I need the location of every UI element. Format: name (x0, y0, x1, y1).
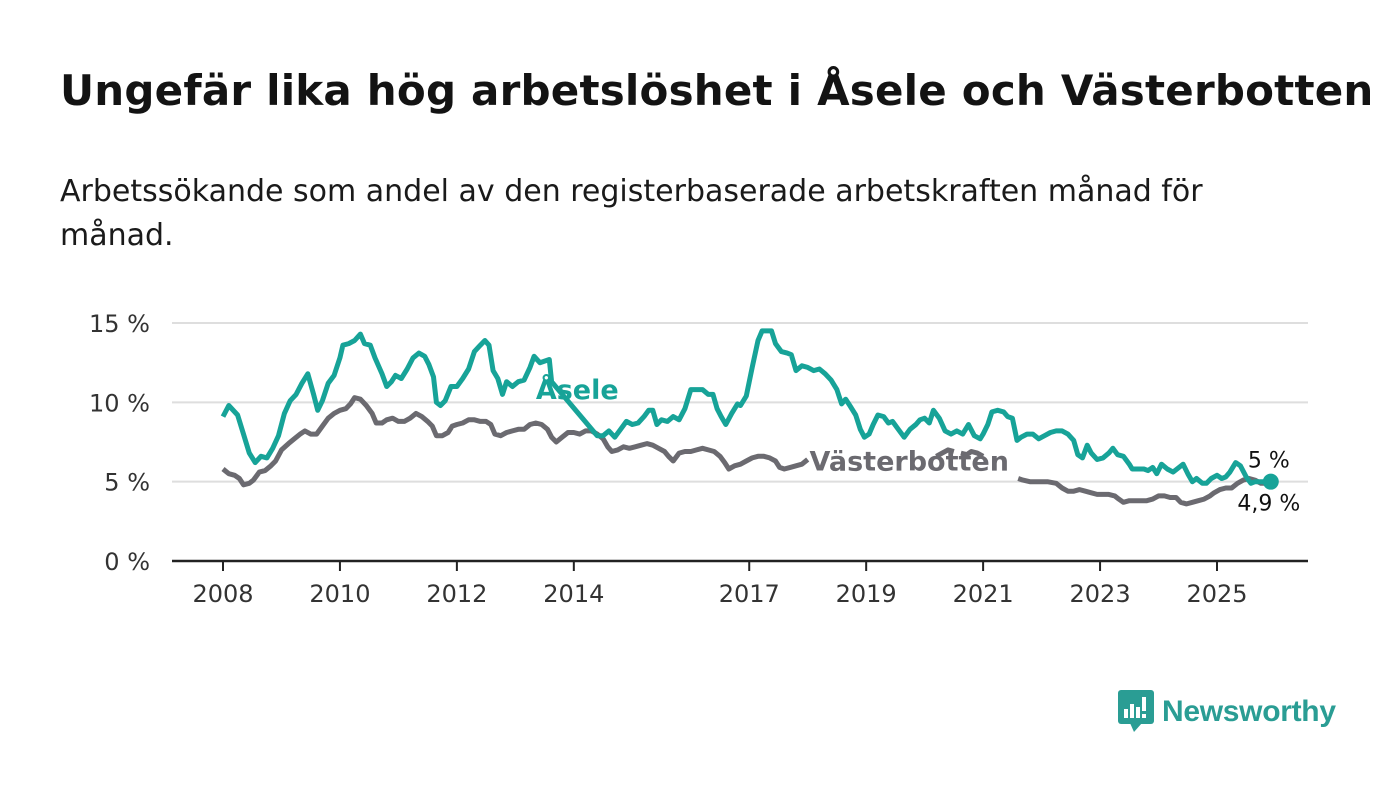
series-label-asele: Åsele (536, 374, 619, 406)
x-tick-label-2019: 2019 (836, 580, 897, 608)
series-line-vasterbotten-0 (221, 395, 810, 488)
y-tick-label-10: 10 % (89, 389, 150, 417)
newsworthy-logo-text: Newsworthy (1162, 695, 1336, 728)
x-tick-label-2023: 2023 (1070, 580, 1131, 608)
series-line-asele-0 (220, 328, 1271, 486)
end-label-asele: 5 % (1248, 449, 1290, 474)
series-line-vasterbotten-1 (935, 447, 955, 459)
y-tick-label-5: 5 % (104, 469, 150, 497)
series-label-vasterbotten: Västerbotten (809, 447, 1008, 478)
y-tick-label-0: 0 % (104, 548, 150, 576)
newsworthy-logo-icon (1118, 690, 1154, 732)
newsworthy-logo: Newsworthy (1118, 690, 1336, 734)
end-label-vasterbotten: 4,9 % (1237, 491, 1300, 516)
x-tick-label-2010: 2010 (309, 580, 370, 608)
series-line-vasterbotten-2 (960, 449, 985, 459)
end-marker-asele (1262, 473, 1279, 490)
chart-title: Ungefär lika hög arbetslöshet i Åsele oc… (60, 66, 1374, 115)
x-tick-label-2012: 2012 (426, 580, 487, 608)
x-tick-label-2025: 2025 (1186, 580, 1247, 608)
x-tick-label-2017: 2017 (719, 580, 780, 608)
x-tick-label-2014: 2014 (543, 580, 604, 608)
series-line-vasterbotten-3 (1017, 476, 1271, 507)
y-tick-label-15: 15 % (89, 310, 150, 338)
chart-subtitle: Arbetssökande som andel av den registerb… (60, 174, 1203, 253)
x-tick-label-2008: 2008 (192, 580, 253, 608)
x-tick-label-2021: 2021 (953, 580, 1014, 608)
